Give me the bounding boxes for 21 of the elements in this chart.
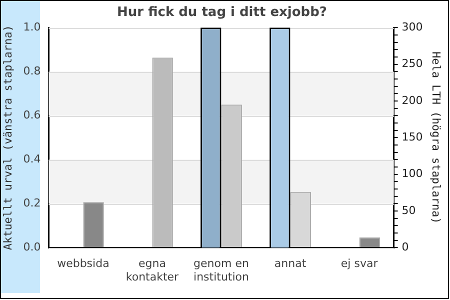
y2-tick-label: 0: [402, 240, 409, 254]
y-tick-label: 0.8: [23, 64, 41, 78]
y-tick-label: 1.0: [23, 20, 41, 34]
y2-tick-label: 100: [402, 167, 423, 180]
chart-title: Hur fick du tag i ditt exjobb?: [117, 5, 327, 20]
x-tick-label: genom en institution: [194, 257, 250, 284]
x-tick-label: ej svar: [340, 257, 378, 270]
y-tick-label: 0.6: [23, 108, 41, 122]
x-tick-label: webbsida: [57, 257, 110, 270]
y2-tick-label: 50: [402, 204, 416, 217]
y-axis-title: Aktuellt urval (vänstra staplarna): [1, 25, 14, 250]
y-tick-label: 0.2: [23, 196, 41, 210]
y2-tick-label: 300: [402, 20, 423, 34]
x-tick-label: egna kontakter: [126, 257, 180, 284]
x-tick-label: annat: [274, 257, 307, 270]
y2-tick-label: 150: [402, 130, 423, 144]
y2-tick-label: 250: [402, 57, 423, 70]
y-tick-label: 0.0: [23, 240, 41, 254]
y2-axis-title: Hela LTH (högra staplarna): [430, 52, 443, 224]
y-tick-label: 0.4: [23, 152, 41, 166]
y2-tick-label: 200: [402, 94, 423, 107]
